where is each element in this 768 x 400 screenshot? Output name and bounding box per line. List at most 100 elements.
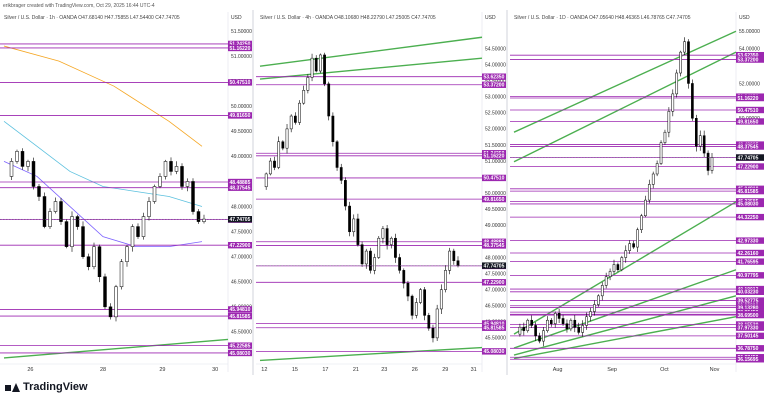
trend-line[interactable] [259,57,483,80]
candle-body [169,161,173,172]
candle-body [647,184,651,201]
candle-body [565,323,569,330]
candle-body [419,289,422,303]
candle-body [130,226,135,247]
y-tick-label: 49.50000 [231,129,252,135]
x-tick-label: Oct [660,367,669,373]
candle-body [659,142,663,164]
trend-line[interactable] [513,269,737,349]
price-level-tag [482,279,506,286]
candle-body [644,199,647,217]
candle-body [663,131,667,143]
candle-body [655,163,659,175]
candle-body [196,211,201,222]
trend-line[interactable] [259,36,483,67]
candle-body [364,250,368,265]
trend-line[interactable] [513,316,737,360]
price-level-tag [736,51,764,59]
candle-body [108,306,113,318]
price-level-tag [482,174,506,182]
y-tick-label: 54.00000 [485,62,506,68]
chart-panel-3[interactable]: Silver / U.S. Dollar · 1D · OANDA O47.05… [506,10,764,375]
candle-body [147,201,151,217]
candle-body [92,246,96,267]
chart-panel-2[interactable]: Silver / U.S. Dollar · 4h · OANDA O48.10… [252,10,506,375]
price-level-tag [736,237,764,244]
y-tick-label: 52.00000 [739,81,760,87]
x-tick-label: 26 [27,367,33,373]
candle-body [306,77,310,91]
candle-body [569,319,573,330]
candle-body [710,157,714,171]
candle-body [444,270,447,290]
candle-body [281,141,285,149]
price-level-label: 40.03230 [738,290,759,296]
candle-body [381,228,385,239]
price-level-tag [736,118,764,125]
candle-body [81,226,85,257]
candle-body [369,250,372,271]
candle-body [577,326,581,333]
candle-body [534,325,537,337]
candle-body [431,327,435,339]
price-level-tag [228,184,252,191]
trend-line[interactable] [259,346,483,362]
current-price-label: 47.74705 [484,263,505,269]
x-tick-label: 29 [159,367,165,373]
candle-body [285,128,289,149]
price-level-label: 45.81585 [230,314,251,320]
price-level-label: 47.22900 [230,243,251,249]
x-tick-label: 21 [353,367,359,373]
candle-body [70,216,74,247]
price-level-label: 49.81650 [738,119,759,125]
x-tick-label: 15 [292,367,298,373]
candle-body [456,260,460,266]
candle-body [289,115,293,130]
y-tick-label: 53.00000 [485,95,506,101]
candle-body [632,243,635,248]
candle-body [604,276,608,286]
price-level-label: 42.97330 [738,238,759,244]
candle-body [573,319,577,328]
x-tick-label: 17 [322,367,328,373]
candle-body [191,181,195,212]
current-price-label: 47.74705 [738,155,759,161]
price-level-label: 37.97330 [738,325,759,331]
candle-body [185,181,190,187]
trend-line[interactable] [3,338,229,359]
moving-average-line [3,161,203,248]
price-level-tag [228,242,252,249]
price-level-tag [736,272,764,279]
price-level-label: 49.81650 [484,197,505,203]
chart-panel-1[interactable]: Silver / U.S. Dollar · 1h · OANDA O47.68… [0,12,252,373]
price-level-label: 39.13280 [738,305,759,311]
price-level-label: 42.26160 [738,251,759,257]
price-level-label: 48.48885 [230,180,251,186]
candle-body [427,315,431,329]
candle-body [620,257,624,270]
x-tick-label: Aug [553,367,563,373]
trend-line[interactable] [513,30,737,133]
candle-body [518,326,522,335]
candle-body [706,152,710,171]
trend-line[interactable] [513,51,737,163]
candle-body [538,335,541,342]
candle-body [546,319,549,331]
price-level-tag [482,152,506,160]
price-level-label: 36.15695 [738,357,759,363]
y-tick-label: 46.50000 [485,304,506,310]
candle-body [702,135,706,154]
price-level-tag [736,324,764,331]
y-tick-label: 51.00000 [231,54,252,60]
candle-body [373,257,376,271]
candle-body [158,176,162,187]
price-level-label: 41.76595 [738,259,759,265]
price-level-label: 45.94810 [230,307,251,313]
candle-body [526,319,530,331]
candle-body [339,167,343,181]
tradingview-brand[interactable]: TradingView [5,381,88,393]
candle-body [675,72,679,95]
candle-body [97,246,102,277]
y-tick-label: 46.50000 [231,280,252,286]
y-tick-label: 54.50000 [485,46,506,52]
